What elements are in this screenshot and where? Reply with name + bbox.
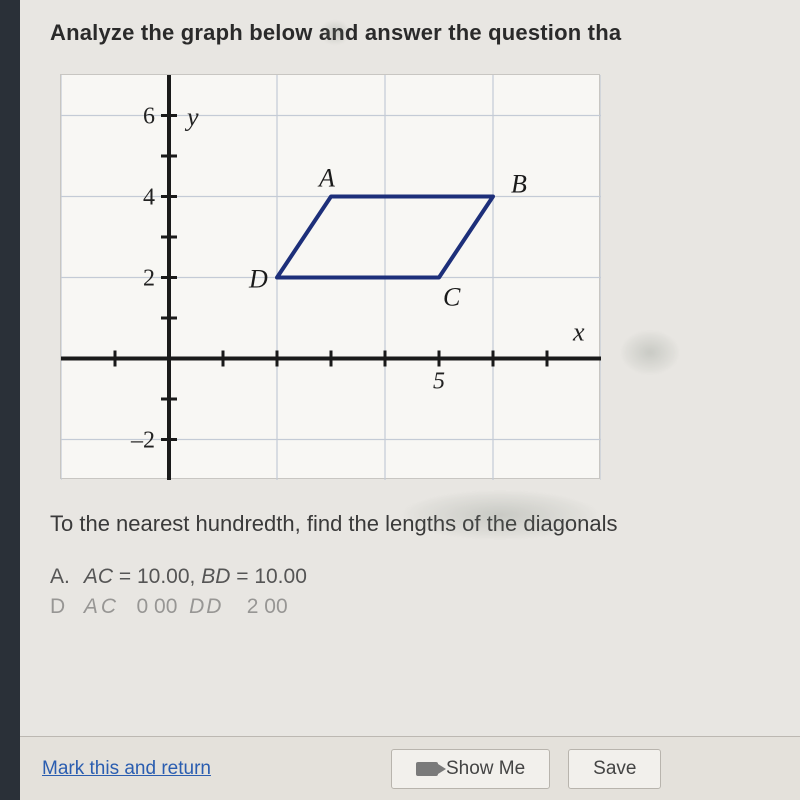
smudge [400,490,600,540]
smudge [320,20,350,45]
window-left-border [0,0,20,800]
coordinate-graph: –2 2 4 6 5 y x A B C D [60,74,600,479]
footer-buttons: Show Me Save [391,749,662,789]
svg-text:5: 5 [433,369,445,395]
choice-b-partial[interactable]: D AC 0 00 DD 2 00 [50,595,800,619]
svg-text:D: D [248,265,268,294]
choice-letter: A. [50,565,78,589]
show-me-button[interactable]: Show Me [391,749,550,789]
choice-text: AC 0 00 DD 2 00 [84,595,288,618]
smudge [620,330,680,375]
svg-text:6: 6 [143,104,155,130]
graph-svg: –2 2 4 6 5 y x A B C D [61,75,601,480]
footer-bar: Mark this and return Show Me Save [20,736,800,800]
question-panel: Analyze the graph below and answer the q… [20,0,800,800]
save-button[interactable]: Save [568,749,661,789]
svg-text:C: C [443,283,461,312]
choice-text: AC = 10.00, BD = 10.00 [84,565,307,588]
svg-text:–2: –2 [130,428,155,454]
svg-text:y: y [184,103,199,132]
show-me-label: Show Me [446,758,525,780]
mark-return-link[interactable]: Mark this and return [42,758,211,780]
camera-icon [416,762,438,776]
answer-choices: A. AC = 10.00, BD = 10.00 D AC 0 00 DD 2… [50,565,800,619]
svg-text:4: 4 [143,185,155,211]
svg-text:A: A [317,164,335,193]
svg-text:x: x [572,318,585,347]
choice-letter: D [50,595,78,619]
save-label: Save [593,758,636,780]
svg-text:B: B [511,170,527,199]
choice-a[interactable]: A. AC = 10.00, BD = 10.00 [50,565,800,589]
svg-text:2: 2 [143,266,155,292]
prompt-text: Analyze the graph below and answer the q… [50,20,800,46]
